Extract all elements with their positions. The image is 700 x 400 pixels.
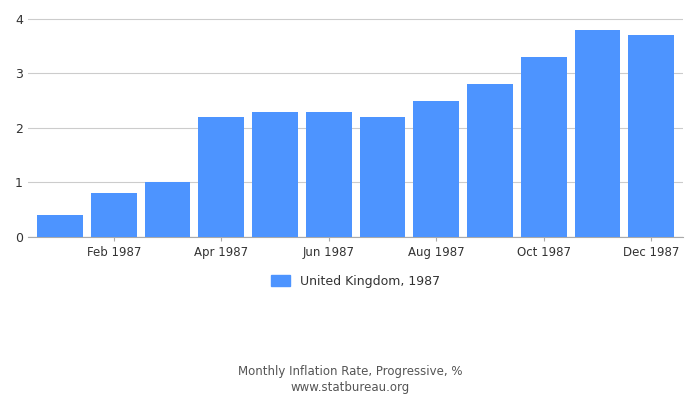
Bar bbox=[252, 112, 298, 237]
Bar bbox=[414, 101, 459, 237]
Bar bbox=[629, 35, 674, 237]
Bar bbox=[199, 117, 244, 237]
Bar bbox=[575, 30, 620, 237]
Bar bbox=[91, 193, 136, 237]
Bar bbox=[145, 182, 190, 237]
Text: www.statbureau.org: www.statbureau.org bbox=[290, 382, 410, 394]
Bar bbox=[37, 215, 83, 237]
Bar bbox=[467, 84, 513, 237]
Bar bbox=[306, 112, 351, 237]
Bar bbox=[521, 57, 566, 237]
Legend: United Kingdom, 1987: United Kingdom, 1987 bbox=[266, 270, 445, 292]
Text: Monthly Inflation Rate, Progressive, %: Monthly Inflation Rate, Progressive, % bbox=[238, 366, 462, 378]
Bar bbox=[360, 117, 405, 237]
